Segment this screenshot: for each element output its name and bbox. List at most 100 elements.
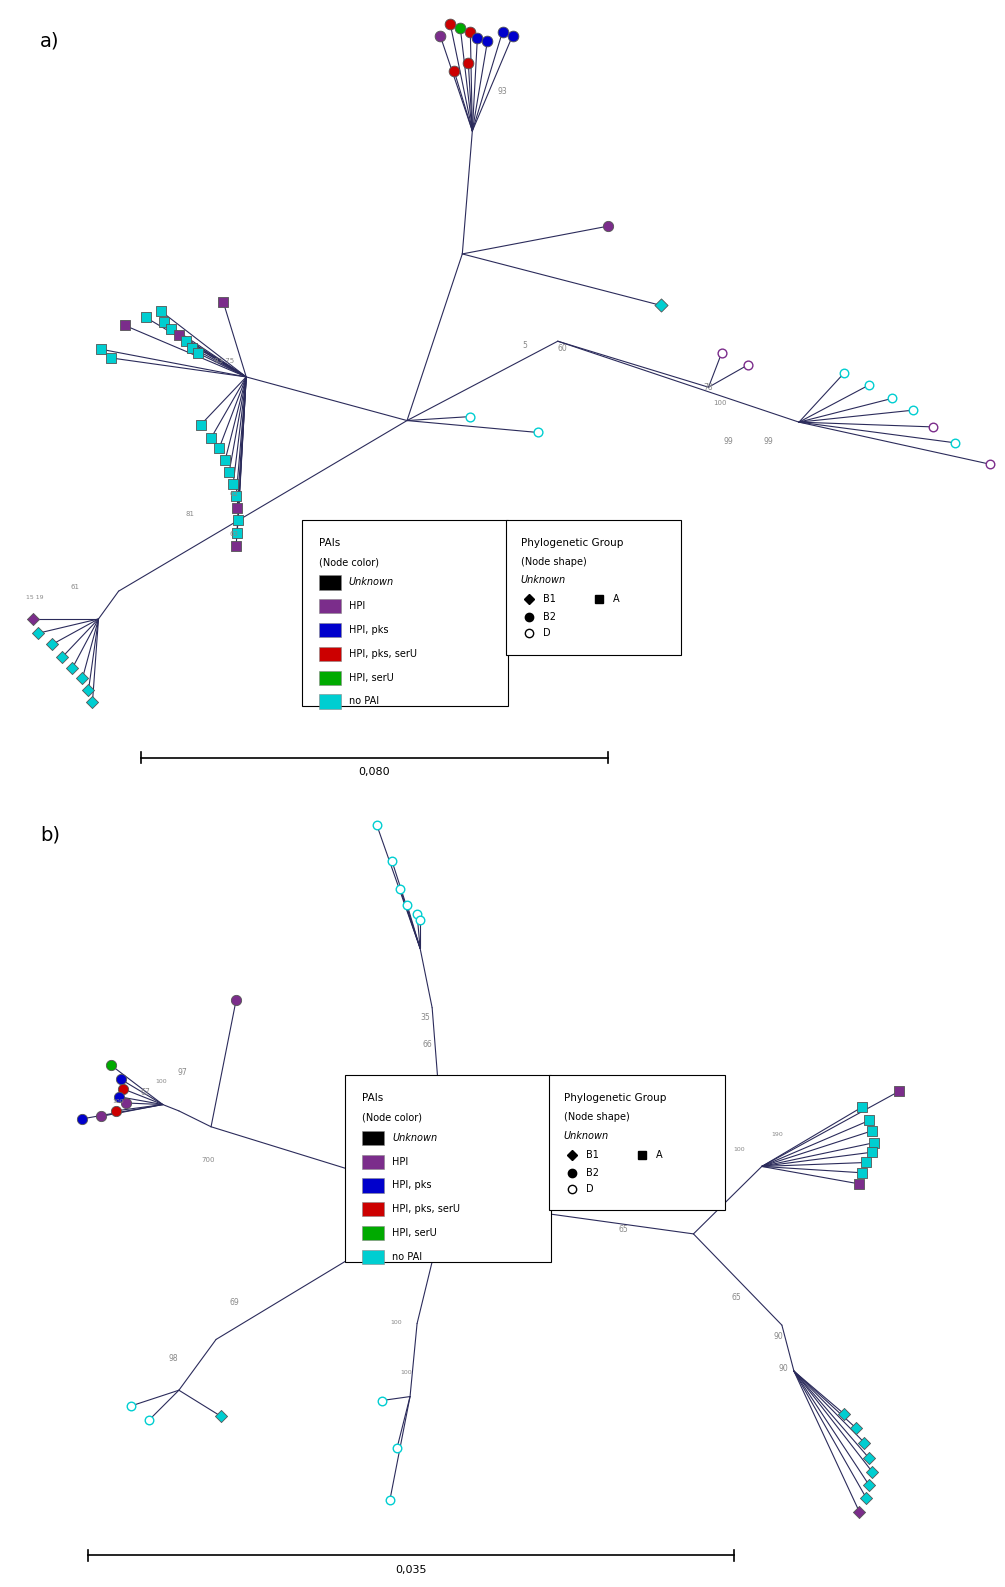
- Point: [228, 482, 244, 508]
- Text: HPI: HPI: [349, 601, 365, 611]
- Text: 35: 35: [420, 1013, 430, 1022]
- Point: [203, 425, 219, 451]
- Point: [30, 621, 46, 646]
- Text: 5: 5: [523, 341, 528, 349]
- Point: [858, 1485, 874, 1511]
- Point: [409, 901, 425, 927]
- Text: 15 19: 15 19: [26, 595, 44, 600]
- Point: [399, 892, 415, 917]
- Point: [600, 213, 616, 238]
- Point: [389, 1435, 405, 1460]
- Text: HPI: HPI: [392, 1157, 408, 1166]
- Text: 100: 100: [156, 1079, 168, 1084]
- Point: [25, 606, 41, 632]
- Point: [947, 430, 963, 455]
- Point: [229, 521, 245, 546]
- Point: [193, 411, 209, 436]
- Text: 100: 100: [734, 1146, 746, 1152]
- Point: [54, 644, 70, 670]
- Point: [460, 51, 476, 76]
- Text: (Node color): (Node color): [362, 1112, 422, 1122]
- Point: [412, 908, 428, 933]
- Text: 100: 100: [113, 1098, 125, 1105]
- Text: 65: 65: [618, 1225, 628, 1233]
- Bar: [362, 1251, 384, 1263]
- Bar: [362, 1155, 384, 1168]
- Text: Phylogenetic Group: Phylogenetic Group: [564, 1093, 666, 1103]
- Point: [864, 1139, 880, 1165]
- Text: (Node shape): (Node shape): [564, 1112, 629, 1122]
- Text: D: D: [543, 628, 551, 638]
- Point: [854, 1095, 870, 1120]
- Text: (Node shape): (Node shape): [521, 557, 586, 567]
- Point: [118, 1090, 134, 1116]
- Text: 97: 97: [178, 1068, 188, 1078]
- Point: [861, 1108, 877, 1133]
- Text: no PAI: no PAI: [349, 697, 379, 706]
- Point: [382, 1487, 398, 1512]
- Text: (Node color): (Node color): [319, 557, 379, 567]
- Point: [171, 322, 187, 348]
- Point: [374, 1387, 390, 1412]
- Text: B1: B1: [586, 1149, 599, 1160]
- Point: [479, 29, 495, 54]
- Bar: [319, 622, 341, 636]
- Point: [92, 1105, 109, 1130]
- Point: [432, 22, 448, 48]
- Text: 0,080: 0,080: [359, 767, 390, 778]
- Text: Unknown: Unknown: [349, 578, 394, 587]
- Point: [836, 360, 852, 386]
- Point: [138, 305, 154, 330]
- Text: 100: 100: [400, 1370, 412, 1376]
- Point: [861, 371, 877, 397]
- Point: [115, 1076, 131, 1101]
- Text: 65: 65: [732, 1293, 742, 1301]
- Point: [446, 59, 462, 84]
- Point: [117, 313, 133, 338]
- Point: [103, 346, 119, 371]
- Point: [113, 1066, 129, 1092]
- Text: D: D: [586, 1184, 594, 1193]
- Text: A: A: [613, 594, 620, 605]
- Bar: [362, 1203, 384, 1216]
- Point: [108, 1098, 124, 1124]
- FancyBboxPatch shape: [302, 519, 508, 706]
- Text: HPI, pks: HPI, pks: [392, 1181, 431, 1190]
- Point: [230, 508, 246, 533]
- Text: HPI, pks, serU: HPI, pks, serU: [349, 649, 417, 659]
- Point: [866, 1130, 882, 1155]
- Point: [740, 352, 756, 378]
- Bar: [319, 647, 341, 660]
- Point: [213, 1404, 229, 1428]
- Point: [384, 847, 400, 873]
- Point: [111, 1084, 127, 1109]
- Point: [982, 451, 998, 476]
- Text: 61: 61: [70, 584, 79, 590]
- Point: [225, 471, 241, 497]
- Point: [103, 1052, 119, 1078]
- Point: [854, 1160, 870, 1185]
- Point: [217, 448, 233, 473]
- Bar: [319, 695, 341, 708]
- Point: [891, 1079, 908, 1105]
- Text: 100: 100: [714, 400, 727, 406]
- Text: 700: 700: [201, 1157, 214, 1163]
- Point: [861, 1473, 877, 1498]
- Text: Unknown: Unknown: [564, 1130, 609, 1141]
- Text: 90: 90: [779, 1365, 789, 1373]
- Point: [44, 632, 60, 657]
- Point: [653, 292, 669, 317]
- Point: [74, 1106, 90, 1132]
- Point: [64, 655, 80, 681]
- Text: 0,035: 0,035: [395, 1565, 427, 1574]
- Text: HPI, pks, serU: HPI, pks, serU: [392, 1205, 460, 1214]
- Point: [469, 25, 485, 51]
- Point: [851, 1171, 867, 1197]
- Point: [452, 14, 468, 40]
- Point: [884, 386, 900, 411]
- Text: 100: 100: [457, 1193, 469, 1200]
- Text: PAIs: PAIs: [362, 1093, 383, 1103]
- Point: [369, 813, 385, 838]
- Point: [156, 309, 172, 335]
- Text: HPI, serU: HPI, serU: [392, 1228, 437, 1238]
